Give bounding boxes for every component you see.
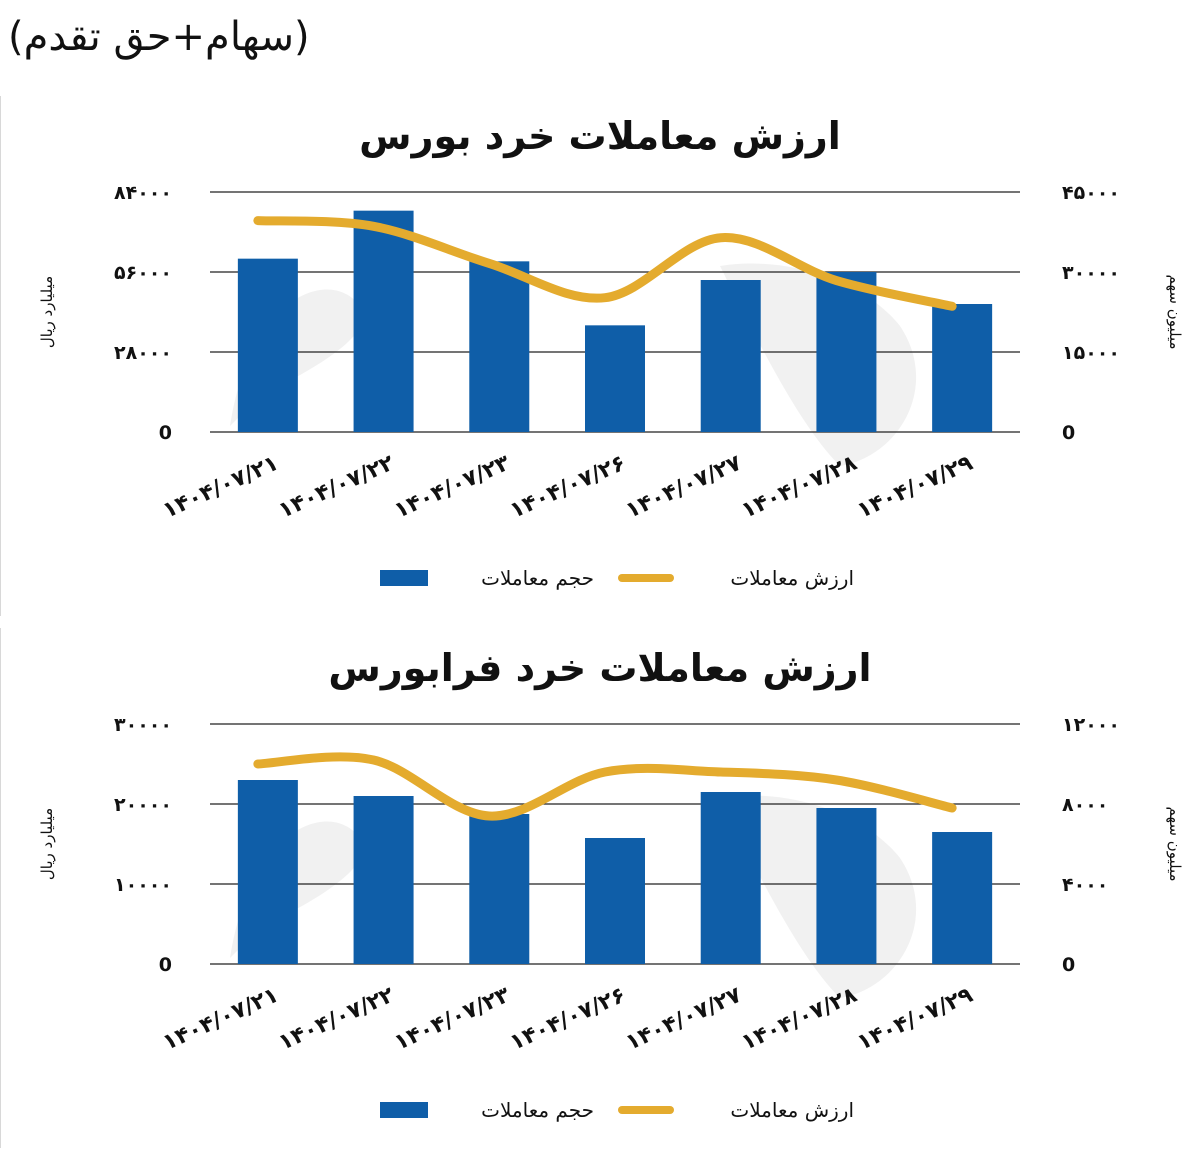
y-tick-label: 0 [159,954,172,976]
x-tick-label: ۱۴۰۴/۰۷/۲۳ [391,982,515,1055]
bar [469,814,530,964]
bar [932,832,993,964]
legend-bar-swatch [380,1102,428,1118]
bar [585,325,645,432]
chart-farabourse-svg: 0 ۱۰۰۰۰ ۲۰۰۰۰ ۳۰۰۰۰ 0 ۴۰۰۰ ۸۰۰۰ ۱۲۰۰۰ میلیارد ری… [38,714,1184,1122]
chart-title: ارزش معاملات خرد بورس [359,114,841,158]
x-tick-label: ۱۴۰۴/۰۷/۲۸ [738,450,862,523]
chart-bourse: 0 ۲۸۰۰۰ ۵۶۰۰۰ ۸۴۰۰۰ 0 ۱۵۰۰۰ ۳۰۰۰۰ ۴۵۰۰۰ میلیارد … [0,96,1200,616]
x-tick-label: ۱۴۰۴/۰۷/۲۷ [622,982,746,1055]
y-tick-label: ۳۰۰۰۰ [114,714,172,736]
bar [353,210,414,432]
x-tick-label: ۱۴۰۴/۰۷/۲۶ [506,451,629,524]
y-axis-title: میلیارد ریال [38,808,56,880]
left-rule [0,96,1,616]
bar [585,838,645,964]
watermark-shape [230,795,917,998]
legend-bar-swatch [380,570,428,586]
chart-farabourse: 0 ۱۰۰۰۰ ۲۰۰۰۰ ۳۰۰۰۰ 0 ۴۰۰۰ ۸۰۰۰ ۱۲۰۰۰ میلیارد ری… [0,628,1200,1148]
bar [469,261,530,432]
y-tick-label: 0 [159,422,172,444]
y2-tick-label: 0 [1062,954,1075,976]
y2-tick-label: ۴۵۰۰۰ [1062,182,1120,204]
bar [932,304,993,432]
legend-label: حجم معاملات [481,566,594,590]
left-rule [0,628,1,1148]
y2-axis-title: میلیون سهم [1166,806,1184,881]
y2-tick-label: ۳۰۰۰۰ [1062,262,1120,284]
series-line [253,216,957,311]
legend-label: ارزش معاملات [730,1098,854,1122]
x-tick-label: ۱۴۰۴/۰۷/۲۲ [275,450,399,523]
y-tick-label: ۸۴۰۰۰ [114,182,172,204]
y-tick-label: ۲۸۰۰۰ [114,342,172,364]
x-tick-label: ۱۴۰۴/۰۷/۲۸ [738,982,862,1055]
y2-tick-label: 0 [1062,422,1075,444]
x-tick-label: ۱۴۰۴/۰۷/۲۳ [391,450,515,523]
y-tick-label: ۲۰۰۰۰ [114,794,172,816]
chart-bourse-svg: 0 ۲۸۰۰۰ ۵۶۰۰۰ ۸۴۰۰۰ 0 ۱۵۰۰۰ ۳۰۰۰۰ ۴۵۰۰۰ میلیارد … [38,182,1184,590]
bar [353,796,414,964]
x-tick-label: ۱۴۰۴/۰۷/۲۱ [159,451,282,524]
bar [237,780,298,964]
legend-label: حجم معاملات [481,1098,594,1122]
y-tick-label: ۵۶۰۰۰ [114,262,172,284]
bar [816,272,877,432]
y2-tick-label: ۸۰۰۰ [1062,794,1108,816]
bar [237,258,298,432]
y2-tick-label: ۴۰۰۰ [1062,874,1108,896]
y-tick-label: ۱۰۰۰۰ [114,874,172,896]
y2-axis-title: میلیون سهم [1166,274,1184,349]
chart-title: ارزش معاملات خرد فرابورس [328,646,872,690]
bar [700,792,761,964]
bar [700,280,761,432]
legend-label: ارزش معاملات [730,566,854,590]
x-tick-label: ۱۴۰۴/۰۷/۲۹ [854,983,977,1056]
y2-tick-label: ۱۲۰۰۰ [1062,714,1120,736]
x-tick-label: ۱۴۰۴/۰۷/۲۹ [854,451,977,524]
series-line [253,752,957,821]
x-tick-label: ۱۴۰۴/۰۷/۲۱ [159,983,282,1056]
y2-tick-label: ۱۵۰۰۰ [1062,342,1120,364]
x-tick-label: ۱۴۰۴/۰۷/۲۶ [506,983,629,1056]
x-tick-label: ۱۴۰۴/۰۷/۲۷ [622,450,746,523]
y-axis-title: میلیارد ریال [38,276,56,348]
bar [816,808,877,964]
page-header: (سهام+حق تقدم) [8,14,310,60]
x-tick-label: ۱۴۰۴/۰۷/۲۲ [275,982,399,1055]
